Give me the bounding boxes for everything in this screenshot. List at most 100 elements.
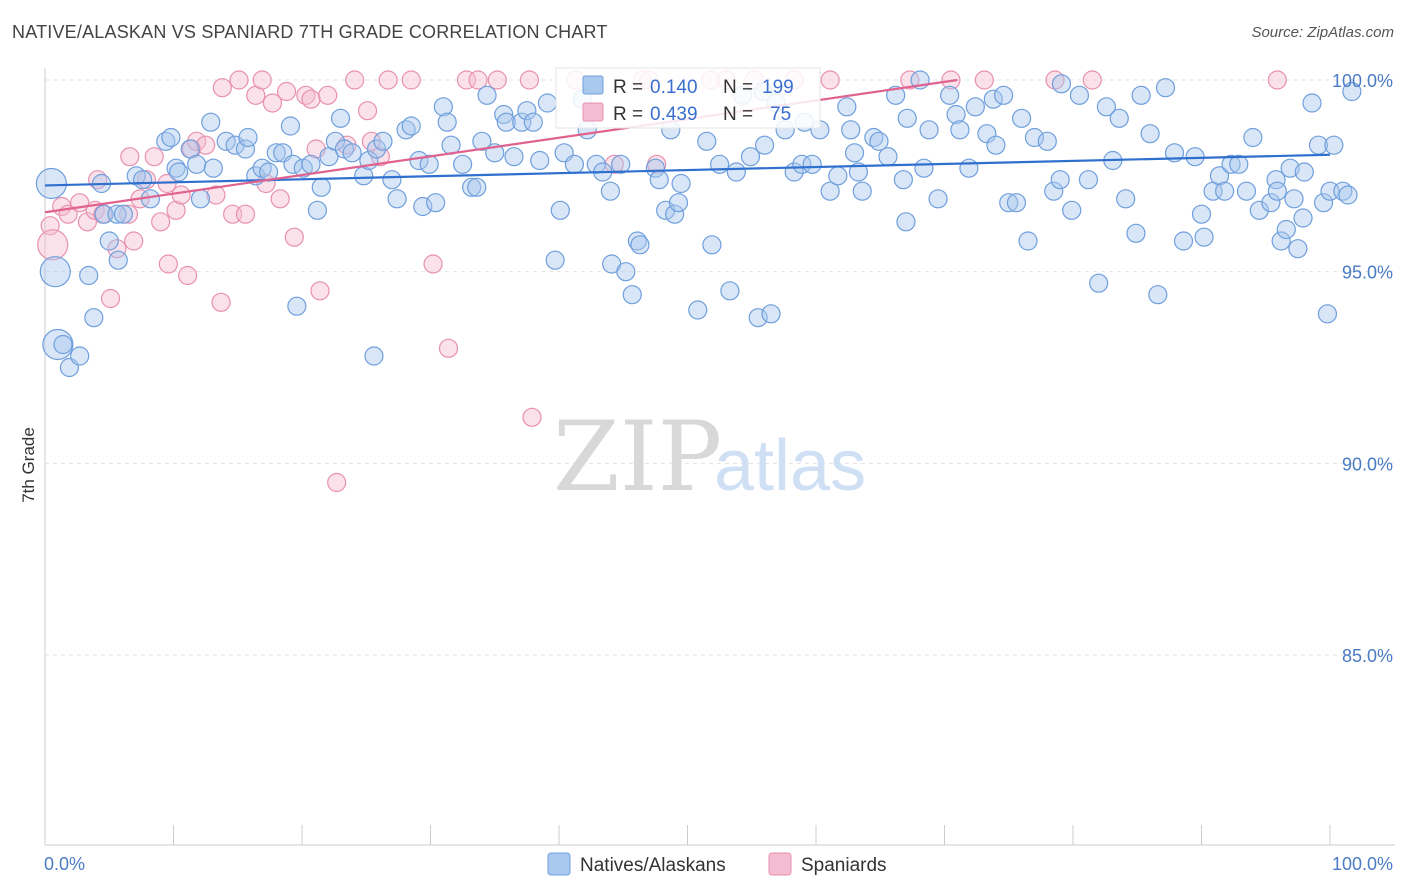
natives-point-74 xyxy=(523,112,543,132)
spaniards-point-67 xyxy=(900,70,920,90)
natives-point-132 xyxy=(946,104,966,125)
stats-r-label-2: R = xyxy=(613,104,643,125)
natives-point-126 xyxy=(897,108,917,128)
spaniards-point-30 xyxy=(229,70,249,90)
natives-point-119 xyxy=(848,162,869,182)
spaniards-point-49 xyxy=(378,70,398,90)
spaniards-point-54 xyxy=(468,70,488,90)
stats-legend: R = 0.140 N = 199 R = 0.439 N = 75 xyxy=(555,67,821,129)
natives-point-124 xyxy=(886,85,906,105)
stats-r-label-1: R = xyxy=(613,77,643,98)
natives-point-175 xyxy=(1280,158,1300,178)
natives-point-166 xyxy=(1221,154,1241,174)
natives-point-133 xyxy=(950,120,970,140)
natives-point-100 xyxy=(710,154,730,174)
stats-r-value-1: 0.140 xyxy=(650,77,698,98)
natives-point-28 xyxy=(235,139,256,159)
natives-point-128 xyxy=(914,158,934,178)
natives-point-121 xyxy=(864,127,884,148)
natives-point-145 xyxy=(1044,181,1064,201)
natives-point-113 xyxy=(802,154,822,174)
spaniards-point-73 xyxy=(522,407,542,427)
spaniards-point-21 xyxy=(171,185,191,205)
natives-point-146 xyxy=(1051,74,1072,94)
natives-point-70 xyxy=(496,112,516,132)
spaniards-point-28 xyxy=(212,78,232,98)
natives-point-131 xyxy=(940,85,960,105)
spaniards-point-43 xyxy=(318,85,338,105)
natives-point-37 xyxy=(287,296,307,316)
natives-point-181 xyxy=(1313,193,1334,213)
natives-point-190 xyxy=(1191,204,1212,224)
spaniards-point-39 xyxy=(296,85,316,105)
spaniards-point-72 xyxy=(1267,70,1287,90)
stats-n-label-1: N = xyxy=(723,77,753,98)
natives-points xyxy=(35,70,1362,378)
natives-point-88 xyxy=(622,285,642,305)
spaniards-point-12 xyxy=(120,147,140,167)
spaniards-point-19 xyxy=(158,254,178,274)
natives-point-117 xyxy=(837,97,857,117)
natives-point-56 xyxy=(409,150,429,171)
natives-point-156 xyxy=(1131,85,1151,105)
natives-point-194 xyxy=(896,212,916,232)
y-tick-label-0: 100.0% xyxy=(1332,71,1393,91)
natives-point-5 xyxy=(70,346,90,366)
natives-point-80 xyxy=(564,154,585,174)
natives-point-49 xyxy=(364,346,384,366)
natives-point-3 xyxy=(53,334,73,355)
spaniards-point-56 xyxy=(519,70,540,90)
natives-point-95 xyxy=(665,204,685,224)
legend-label-natives: Natives/Alaskans xyxy=(580,855,726,876)
spaniards-point-33 xyxy=(252,70,272,90)
natives-point-35 xyxy=(280,116,301,136)
spaniards-point-17 xyxy=(151,212,171,232)
spaniards-point-50 xyxy=(401,70,421,90)
natives-point-115 xyxy=(820,181,840,201)
spaniards-point-13 xyxy=(124,231,144,251)
natives-point-98 xyxy=(697,131,717,151)
natives-point-71 xyxy=(504,147,524,167)
natives-point-197 xyxy=(671,173,691,194)
natives-point-92 xyxy=(649,170,669,190)
y-axis-label: 7th Grade xyxy=(19,427,38,503)
natives-point-186 xyxy=(1338,185,1358,205)
natives-point-91 xyxy=(645,158,665,178)
spaniards-point-53 xyxy=(456,70,477,90)
spaniards-point-46 xyxy=(357,101,378,121)
series-legend: Natives/Alaskans Spaniards xyxy=(547,852,887,876)
x-tick-label-0: 0.0% xyxy=(44,854,85,874)
watermark-atlas: atlas xyxy=(714,426,866,506)
natives-point-29 xyxy=(238,127,258,148)
natives-point-78 xyxy=(550,200,570,220)
natives-point-168 xyxy=(1236,181,1257,201)
natives-point-33 xyxy=(266,143,286,163)
natives-point-101 xyxy=(720,281,740,301)
tick-labels: 100.0% 95.0% 90.0% 85.0% 0.0% 100.0% xyxy=(44,71,1393,874)
natives-point-137 xyxy=(983,89,1003,109)
natives-point-184 xyxy=(1324,135,1344,155)
natives-point-173 xyxy=(1271,231,1291,251)
stats-n-value-1: 199 xyxy=(762,77,794,98)
spaniards-point-1 xyxy=(37,229,69,261)
natives-point-77 xyxy=(545,250,565,270)
natives-point-158 xyxy=(1155,78,1176,98)
natives-point-111 xyxy=(792,154,812,174)
natives-point-120 xyxy=(852,181,872,201)
spaniards-point-9 xyxy=(100,288,121,309)
natives-point-198 xyxy=(600,181,621,201)
natives-point-1 xyxy=(39,256,71,288)
natives-point-66 xyxy=(472,131,492,151)
natives-point-160 xyxy=(1173,231,1194,251)
natives-point-138 xyxy=(994,85,1014,105)
natives-point-104 xyxy=(740,147,761,167)
spaniards-point-40 xyxy=(301,89,321,109)
natives-point-55 xyxy=(401,116,421,136)
watermark-zip: ZIP xyxy=(553,401,722,513)
natives-point-75 xyxy=(530,150,550,171)
natives-point-10 xyxy=(99,231,119,251)
natives-point-41 xyxy=(311,177,331,197)
natives-point-40 xyxy=(307,200,328,220)
y-tick-label-3: 85.0% xyxy=(1342,646,1393,666)
